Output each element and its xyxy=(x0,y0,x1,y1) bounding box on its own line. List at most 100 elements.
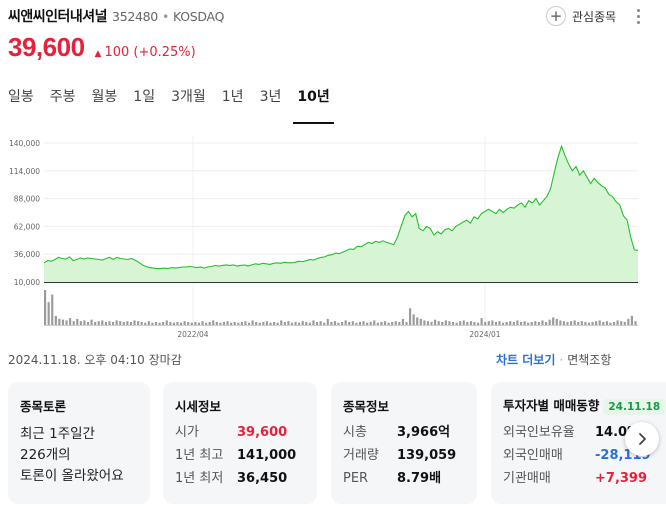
volume-bar xyxy=(348,321,351,325)
volume-bar xyxy=(144,322,147,325)
volume-bar xyxy=(527,322,530,325)
volume-bar xyxy=(559,320,562,325)
volume-bar xyxy=(512,321,515,325)
volume-bar xyxy=(426,321,430,325)
info-row: 시총 3,966억 xyxy=(343,421,456,444)
volume-bar xyxy=(79,321,82,325)
price-change-value: 100 (+0.25%) xyxy=(104,45,196,60)
tab-10years[interactable]: 10년 xyxy=(289,86,337,124)
volume-bar xyxy=(333,321,336,325)
quote-key: 1년 최고 xyxy=(175,447,224,463)
volume-bar xyxy=(595,321,598,325)
disclaimer-link[interactable]: 면책조항 xyxy=(567,353,612,367)
quote-row: 1년 최저 36,450 xyxy=(175,467,296,490)
volume-bar xyxy=(176,321,179,325)
discussion-title: 종목토론 xyxy=(20,399,67,414)
price-chart[interactable]: 140,000 114,000 88,000 62,000 36,000 10,000 20… xyxy=(0,130,666,345)
tab-monthly[interactable]: 월봉 xyxy=(91,89,118,105)
volume-bar xyxy=(476,322,480,325)
volume-bar xyxy=(61,319,65,325)
volume-bar xyxy=(212,320,215,325)
quote-row: 1년 최고 141,000 xyxy=(175,444,296,467)
volume-bar xyxy=(104,321,107,325)
stock-info-title: 종목정보 xyxy=(343,399,390,414)
investor-key: 외국인보유율 xyxy=(503,424,575,440)
volume-bar xyxy=(230,322,233,325)
volume-bar xyxy=(194,321,197,325)
investor-key: 외국인매매 xyxy=(503,447,563,463)
volume-bar xyxy=(276,322,279,325)
discussion-line: 226개의 xyxy=(20,447,71,463)
volume-bar xyxy=(570,321,573,325)
stock-info-card[interactable]: 종목정보 시총 3,966억 거래량 139,059 PER 8.79배 xyxy=(331,382,477,504)
volume-bar xyxy=(434,319,437,325)
investor-row: 기관매매 +7,399 xyxy=(503,467,651,490)
volume-bar xyxy=(290,322,294,325)
tab-weekly[interactable]: 주봉 xyxy=(49,89,76,105)
volume-bar xyxy=(380,321,383,325)
tab-1year[interactable]: 1년 xyxy=(221,89,244,105)
volume-bar xyxy=(408,308,412,325)
volume-bar xyxy=(516,320,519,325)
quote-card[interactable]: 시세정보 시가 39,600 1년 최고 141,000 1년 최저 36,450 xyxy=(163,382,317,504)
volume-bar xyxy=(165,320,168,325)
volume-bar xyxy=(630,315,633,325)
volume-bar xyxy=(502,322,505,325)
volume-bar xyxy=(219,322,222,325)
plus-icon: + xyxy=(546,6,566,26)
volume-bar xyxy=(555,318,558,325)
more-options-icon[interactable] xyxy=(632,6,644,26)
quote-value: 36,450 xyxy=(237,470,288,486)
tab-3months[interactable]: 3개월 xyxy=(171,89,206,105)
price-row: 39,600 ▲ 100 (+0.25%) xyxy=(8,32,196,63)
volume-bar xyxy=(315,321,319,325)
volume-bar xyxy=(444,320,447,325)
volume-bar xyxy=(244,321,247,325)
tab-daily[interactable]: 일봉 xyxy=(8,89,34,105)
next-card-button[interactable] xyxy=(625,422,659,456)
discussion-line: 최근 1주일간 xyxy=(20,426,95,442)
investor-key: 기관매매 xyxy=(503,470,551,486)
volume-bar xyxy=(129,321,133,325)
volume-bar xyxy=(416,317,419,325)
volume-bar xyxy=(119,321,122,325)
tab-3years[interactable]: 3년 xyxy=(259,89,282,105)
volume-bar xyxy=(76,318,79,325)
volume-bar xyxy=(419,318,422,325)
volume-bar xyxy=(69,318,72,325)
tab-1day[interactable]: 1일 xyxy=(133,89,156,105)
quote-key: 시가 xyxy=(175,424,199,440)
volume-bar xyxy=(97,321,100,325)
volume-bar xyxy=(305,321,308,325)
volume-bar xyxy=(122,321,125,325)
volume-bar xyxy=(376,322,379,325)
volume-bar xyxy=(480,318,483,325)
volume-bar xyxy=(351,321,354,325)
stock-market: KOSDAQ xyxy=(173,9,225,24)
volume-bar xyxy=(341,321,344,325)
info-value: 3,966억 xyxy=(397,424,451,440)
volume-bar xyxy=(172,322,175,325)
volume-bar xyxy=(455,322,458,325)
volume-bar xyxy=(226,321,229,325)
stock-info-body: 시총 3,966억 거래량 139,059 PER 8.79배 xyxy=(343,421,456,490)
volume-bar xyxy=(530,321,533,325)
volume-bar xyxy=(398,321,401,325)
volume-bar xyxy=(237,322,240,325)
chart-more-link[interactable]: 차트 더보기 xyxy=(496,353,556,367)
info-value: 8.79배 xyxy=(397,470,442,486)
price-change: ▲ 100 (+0.25%) xyxy=(95,45,196,60)
discussion-card[interactable]: 종목토론 최근 1주일간 226개의 토론이 올라왔어요 xyxy=(8,382,150,504)
discussion-line: 토론이 올라왔어요 xyxy=(20,468,124,484)
volume-bar xyxy=(462,320,465,325)
volume-bar xyxy=(158,322,161,325)
volume-bar xyxy=(609,322,612,325)
volume-bar xyxy=(544,321,548,325)
period-tabs: 일봉 주봉 월봉 1일 3개월 1년 3년 10년 xyxy=(0,86,338,124)
volume-bar xyxy=(265,321,269,325)
up-triangle-icon: ▲ xyxy=(94,49,102,59)
volume-bar xyxy=(179,322,183,325)
volume-bar xyxy=(273,321,276,325)
add-watchlist-button[interactable]: + 관심종목 xyxy=(546,4,616,28)
info-key: 거래량 xyxy=(343,447,379,463)
